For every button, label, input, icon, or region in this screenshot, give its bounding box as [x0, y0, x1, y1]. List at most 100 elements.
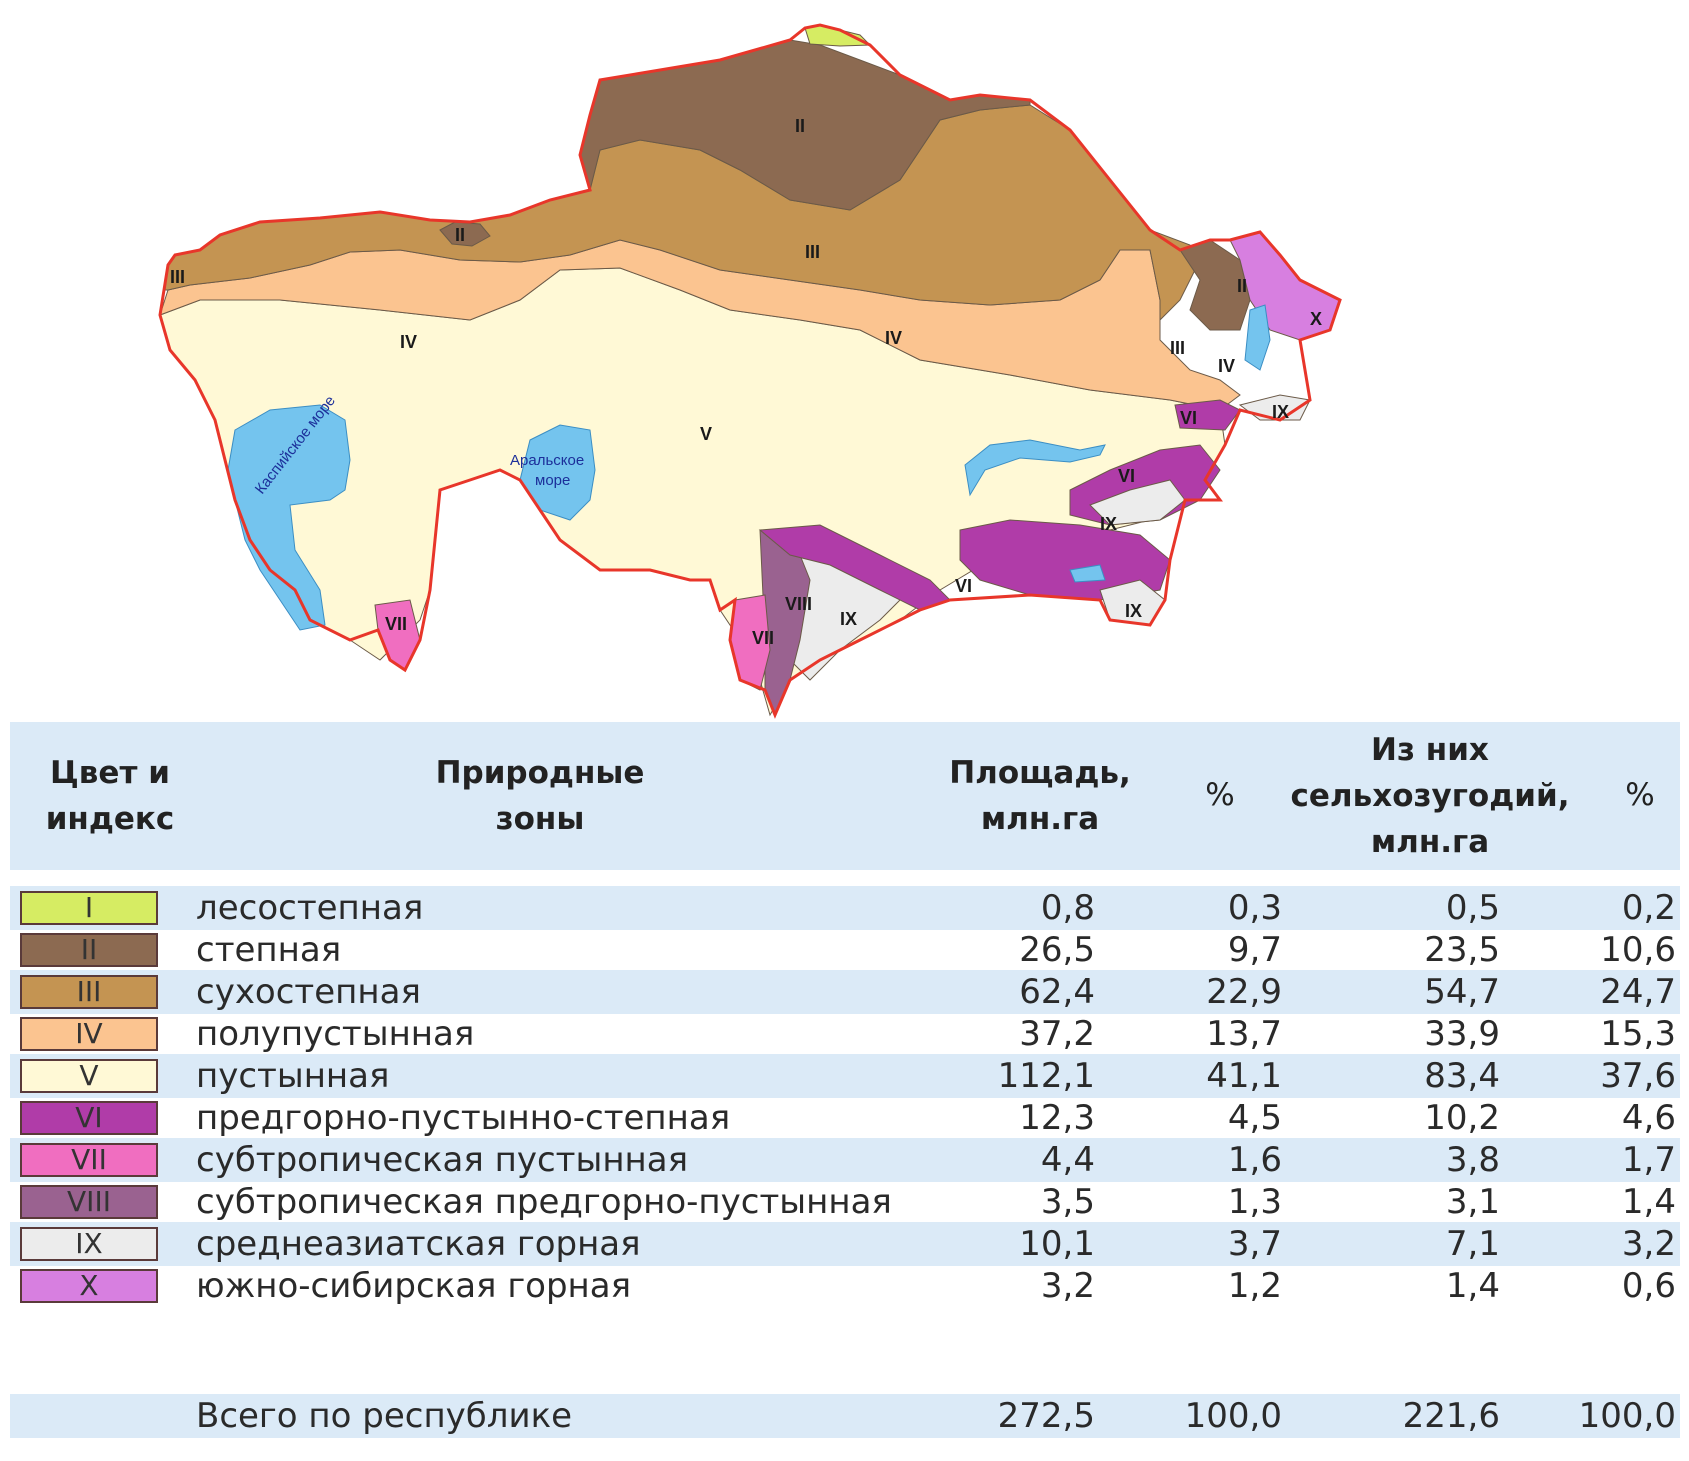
zone-area-pct: 9,7 — [1227, 930, 1282, 970]
map-label-x: X — [1310, 309, 1322, 329]
header-area-line1: Площадь, — [949, 755, 1131, 791]
total-row: Всего по республике 272,5 100,0 221,6 10… — [10, 1394, 1680, 1438]
zone-name: южно-сибирская горная — [196, 1266, 632, 1306]
zone-color-swatch: II — [20, 933, 158, 967]
zone-agri-pct: 15,3 — [1600, 1014, 1676, 1054]
zone-area: 4,4 — [1040, 1140, 1095, 1180]
zone-name: среднеазиатская горная — [196, 1224, 641, 1264]
zone-area: 37,2 — [1019, 1014, 1095, 1054]
total-area: 272,5 — [997, 1396, 1095, 1436]
header-area-line2: млн.га — [980, 801, 1100, 837]
zone-area: 62,4 — [1019, 972, 1095, 1012]
map-label-vii-west: VII — [385, 614, 407, 634]
total-agri: 221,6 — [1402, 1396, 1500, 1436]
caspian-sea — [227, 404, 351, 631]
map-label-ii-east: II — [1237, 276, 1247, 296]
zone-agri-area: 0,5 — [1445, 888, 1500, 928]
map-label-vi-east: VI — [1180, 408, 1197, 428]
aral-label-1: Аральское — [510, 452, 584, 469]
zone-area: 10,1 — [1019, 1224, 1095, 1264]
header-agri: Из них сельхозугодий, млн.га — [1265, 727, 1595, 865]
zone-agri-pct: 3,2 — [1621, 1224, 1676, 1264]
zone-agri-area: 7,1 — [1445, 1224, 1500, 1264]
map-label-ix-east: IX — [1272, 402, 1289, 422]
balkhash-lake — [964, 439, 1106, 497]
zone-color-swatch: I — [20, 891, 158, 925]
total-label: Всего по республике — [196, 1396, 573, 1436]
zone-area-pct: 1,2 — [1227, 1266, 1282, 1306]
zone-name: сухостепная — [196, 972, 421, 1012]
zone-area-pct: 1,6 — [1227, 1140, 1282, 1180]
zone-color-swatch: VI — [20, 1101, 158, 1135]
header-color-index: Цвет и индекс — [10, 750, 210, 842]
zone-agri-area: 10,2 — [1424, 1098, 1500, 1138]
map-label-iv-east: IV — [1218, 356, 1235, 376]
map-label-ii-west: II — [455, 225, 465, 245]
zone-area-pct: 22,9 — [1206, 972, 1282, 1012]
zone-color-swatch: X — [20, 1269, 158, 1303]
zone-color-swatch: III — [20, 975, 158, 1009]
zone-agri-area: 3,8 — [1445, 1140, 1500, 1180]
map-canvas: II II III III IV IV V II X III IV IX VI … — [158, 23, 1342, 719]
legend-row: III сухостепная 62,4 22,9 54,7 24,7 — [10, 970, 1680, 1014]
zone-area-pct: 41,1 — [1206, 1056, 1282, 1096]
issyk-lake — [1069, 564, 1106, 583]
country-border — [158, 23, 1342, 719]
map-label-ii-north: II — [795, 116, 805, 136]
legend-table: Цвет и индекс Природные зоны Площадь, мл… — [10, 722, 1680, 1457]
zone-vi-region-2 — [959, 519, 1171, 601]
zone-color-swatch: VIII — [20, 1185, 158, 1219]
map-label-vii-south: VII — [752, 628, 774, 648]
zone-agri-pct: 0,2 — [1621, 888, 1676, 928]
zone-agri-area: 1,4 — [1445, 1266, 1500, 1306]
zone-agri-pct: 24,7 — [1600, 972, 1676, 1012]
map-label-iv-mid: IV — [885, 328, 902, 348]
zone-name: пустынная — [196, 1056, 390, 1096]
total-pct: 100,0 — [1184, 1396, 1282, 1436]
map-label-vi-se: VI — [1118, 466, 1135, 486]
map-label-viii: VIII — [785, 594, 812, 614]
zone-area-pct: 3,7 — [1227, 1224, 1282, 1264]
map-label-iii-east: III — [1170, 338, 1185, 358]
zone-vi-east-north — [1174, 399, 1241, 431]
map-label-iv-west: IV — [400, 332, 417, 352]
map-label-ix-south: IX — [840, 609, 857, 629]
zone-agri-area: 33,9 — [1424, 1014, 1500, 1054]
header-pct: % — [1205, 777, 1235, 813]
map-label-vi-south: VI — [955, 576, 972, 596]
map-label-iii-west: III — [170, 267, 185, 287]
zone-area: 112,1 — [997, 1056, 1095, 1096]
header-zones: Природные зоны — [380, 750, 700, 842]
zone-agri-area: 3,1 — [1445, 1182, 1500, 1222]
zone-area-pct: 13,7 — [1206, 1014, 1282, 1054]
zones-map: II II III III IV IV V II X III IV IX VI … — [0, 0, 1689, 720]
header-color-index-line2: индекс — [45, 801, 175, 837]
zone-agri-pct: 10,6 — [1600, 930, 1676, 970]
legend-header: Цвет и индекс Природные зоны Площадь, мл… — [10, 722, 1680, 870]
map-label-ix-se2: IX — [1125, 601, 1142, 621]
zone-area-pct: 0,3 — [1227, 888, 1282, 928]
zone-area: 3,5 — [1040, 1182, 1095, 1222]
map-label-v: V — [700, 424, 712, 444]
zone-area-pct: 4,5 — [1227, 1098, 1282, 1138]
zone-agri-pct: 1,4 — [1621, 1182, 1676, 1222]
zone-name: предгорно-пустынно-степная — [196, 1098, 731, 1138]
zone-area: 3,2 — [1040, 1266, 1095, 1306]
zone-color-swatch: VII — [20, 1143, 158, 1177]
header-area: Площадь, млн.га — [940, 750, 1140, 842]
zone-agri-pct: 4,6 — [1621, 1098, 1676, 1138]
zone-color-swatch: V — [20, 1059, 158, 1093]
zaisan-lake — [1244, 304, 1271, 371]
zone-agri-area: 54,7 — [1424, 972, 1500, 1012]
zone-area: 12,3 — [1019, 1098, 1095, 1138]
zone-area: 26,5 — [1019, 930, 1095, 970]
legend-row: IV полупустынная 37,2 13,7 33,9 15,3 — [10, 1012, 1680, 1056]
zone-agri-area: 83,4 — [1424, 1056, 1500, 1096]
header-color-index-line1: Цвет и — [50, 755, 170, 791]
legend-row: IX среднеазиатская горная 10,1 3,7 7,1 3,2 — [10, 1222, 1680, 1266]
header-zones-line1: Природные — [435, 755, 645, 791]
legend-row: VII субтропическая пустынная 4,4 1,6 3,8 1,7 — [10, 1138, 1680, 1182]
header-agri-line1: Из них — [1371, 732, 1489, 768]
